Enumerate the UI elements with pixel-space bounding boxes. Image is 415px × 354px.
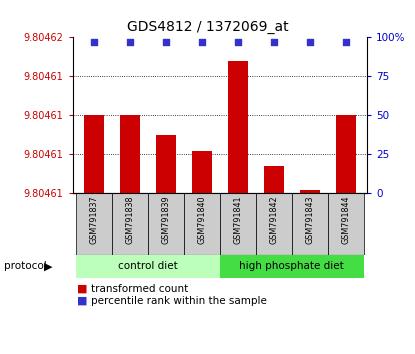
Bar [300,190,320,193]
Text: percentile rank within the sample: percentile rank within the sample [91,296,267,306]
Bar [184,193,220,255]
Text: protocol: protocol [4,261,47,272]
Point [306,39,313,45]
Text: GSM791838: GSM791838 [126,195,134,244]
Point [271,39,277,45]
Bar [156,135,176,193]
Point [163,39,169,45]
Bar [84,115,104,193]
Bar [256,193,292,255]
Text: GSM791843: GSM791843 [305,195,314,244]
Text: control diet: control diet [118,261,178,272]
Bar [220,255,364,278]
Text: ▶: ▶ [44,261,52,272]
Bar [292,193,328,255]
Text: GSM791839: GSM791839 [161,195,171,244]
Bar [264,166,284,193]
Text: GSM791840: GSM791840 [198,195,207,244]
Text: ■: ■ [77,296,87,306]
Text: high phosphate diet: high phosphate diet [239,261,344,272]
Bar [228,61,248,193]
Text: GDS4812 / 1372069_at: GDS4812 / 1372069_at [127,19,288,34]
Bar [192,151,212,193]
Point [342,39,349,45]
Bar [220,193,256,255]
Bar [112,193,148,255]
Text: GSM791841: GSM791841 [233,195,242,244]
Bar [328,193,364,255]
Text: ■: ■ [77,284,87,293]
Bar [120,115,140,193]
Point [234,39,241,45]
Bar [148,193,184,255]
Text: GSM791844: GSM791844 [341,195,350,244]
Text: GSM791842: GSM791842 [269,195,278,244]
Bar [76,255,220,278]
Text: transformed count: transformed count [91,284,188,293]
Point [127,39,134,45]
Bar [336,115,356,193]
Point [91,39,98,45]
Bar [76,193,112,255]
Point [199,39,205,45]
Text: GSM791837: GSM791837 [90,195,99,244]
